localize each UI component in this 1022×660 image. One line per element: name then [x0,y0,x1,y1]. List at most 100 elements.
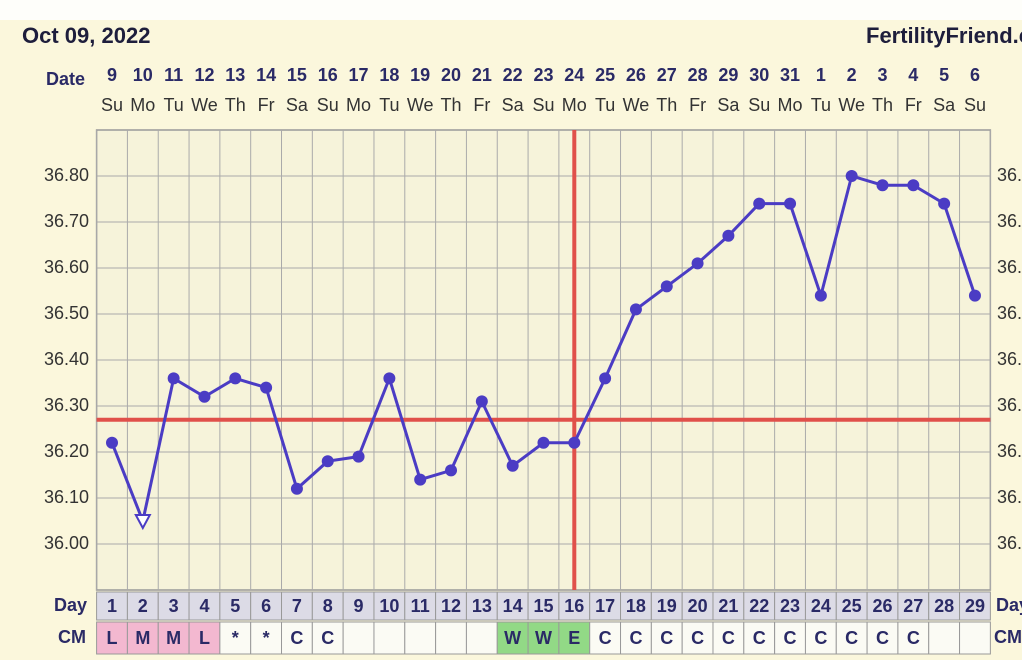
point [352,450,365,463]
weekday-label: Sa [933,95,956,115]
cm-cell [373,621,406,655]
cycle-day: 28 [934,596,954,616]
cycle-day: 5 [230,596,240,616]
cm-value: W [535,628,552,648]
point [537,436,550,449]
point [475,395,488,408]
cm-cell [404,621,437,655]
cm-value: C [691,628,704,648]
cm-cell [835,621,868,655]
x-tick-label: 28 [688,65,708,85]
cm-value: C [660,628,673,648]
cycle-day: 12 [441,596,461,616]
x-tick-label: 15 [287,65,307,85]
day-cell [774,591,806,621]
cm-cell [866,621,899,655]
weekday-label: Mo [562,95,587,115]
point [753,197,766,210]
x-tick-label: 19 [410,65,430,85]
weekday-label: Sa [717,95,740,115]
point [198,390,211,403]
cm-cell [465,621,498,655]
x-tick-label: 12 [194,65,214,85]
cm-value: C [321,628,334,648]
cycle-day: 16 [564,596,584,616]
weekday-label: Th [656,95,677,115]
day-cell [743,591,776,621]
cm-value: C [629,628,642,648]
point [383,372,396,385]
weekday-label: Tu [379,95,399,115]
cm-value: C [814,628,827,648]
x-tick-label: 29 [718,65,738,85]
cm-value: C [290,628,303,648]
cm-cell [712,621,745,655]
point [907,179,920,192]
cm-cell [527,621,560,655]
x-tick-label: 31 [780,65,800,85]
cycle-day: 14 [503,596,523,616]
cm-cell [157,621,190,655]
point [876,179,889,192]
x-tick-label: 1 [816,65,826,85]
weekday-label: Su [317,95,339,115]
y-tick-label-right: 36.80 [997,165,1022,185]
weekday-label: Su [748,95,770,115]
cycle-day: 6 [261,596,271,616]
x-tick-label: 16 [318,65,338,85]
point [660,280,673,293]
cycle-day: 1 [107,596,117,616]
y-tick-label: 36.70 [44,211,89,231]
y-tick-label-right: 36.00 [997,533,1022,553]
y-tick-label-right: 36.50 [997,303,1022,323]
cycle-day: 22 [749,596,769,616]
weekday-label: Sa [502,95,525,115]
cycle-day: 20 [688,596,708,616]
day-cell [404,591,437,621]
weekday-label: Tu [595,95,615,115]
y-tick-label-right: 36.20 [997,441,1022,461]
y-tick-label: 36.50 [44,303,89,323]
cycle-day: 25 [842,596,862,616]
cm-cell [774,621,806,655]
weekday-label: Tu [811,95,831,115]
cycle-day: 2 [138,596,148,616]
cm-value: C [876,628,889,648]
cycle-day: 18 [626,596,646,616]
weekday-label: Fr [258,95,275,115]
point [260,381,273,394]
cycle-day: 29 [965,596,985,616]
cycle-day: 19 [657,596,677,616]
cycle-day: 24 [811,596,831,616]
cm-value: M [166,628,181,648]
day-cell [126,591,159,621]
x-tick-label: 17 [349,65,369,85]
day-cell [465,591,498,621]
point [845,170,858,182]
x-tick-label: 6 [970,65,980,85]
weekday-label: We [623,95,650,115]
weekday-label: Fr [689,95,706,115]
discarded-point [134,514,152,531]
point [290,482,303,495]
day-cell [835,591,868,621]
cycle-day: 23 [780,596,800,616]
day-cell [620,591,652,621]
cm-cell [342,621,375,655]
day-cell [650,591,683,621]
day-cell [558,591,591,621]
y-tick-label: 36.30 [44,395,89,415]
day-cell [311,591,344,621]
y-tick-label-right: 36.40 [997,349,1022,369]
y-tick-label: 36.80 [44,165,89,185]
y-tick-label: 36.20 [44,441,89,461]
day-cell [281,591,313,621]
point [722,229,735,242]
day-cell [928,591,961,621]
weekday-label: Th [441,95,462,115]
x-tick-label: 24 [564,65,584,85]
point [414,473,427,486]
y-tick-label: 36.60 [44,257,89,277]
cycle-day: 17 [595,596,615,616]
cycle-day: 4 [199,596,209,616]
